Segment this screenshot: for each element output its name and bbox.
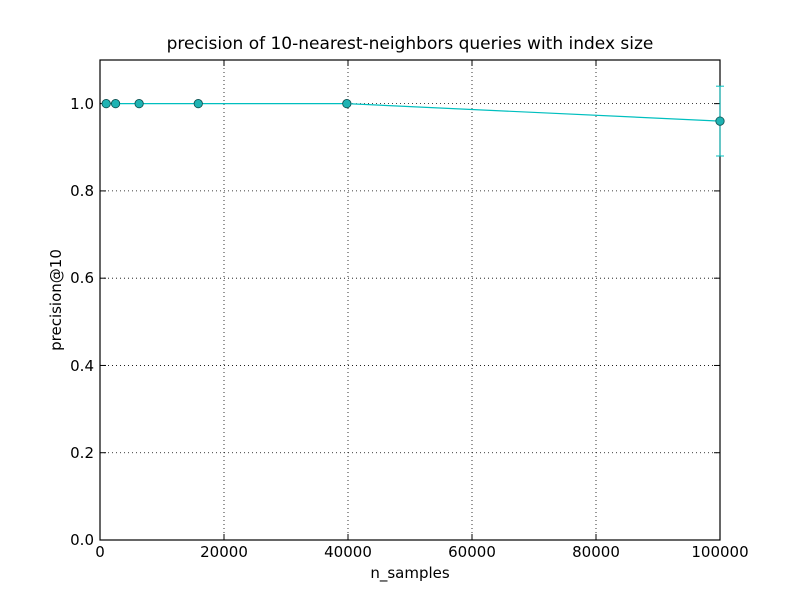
x-axis-label: n_samples — [370, 564, 450, 582]
data-point-marker — [134, 99, 144, 109]
y-tick-label: 0.4 — [70, 356, 94, 375]
data-point-marker — [193, 99, 203, 109]
y-tick-label: 0.0 — [70, 531, 94, 549]
x-tick-label: 20000 — [200, 543, 248, 561]
chart-title: precision of 10-nearest-neighbors querie… — [166, 34, 654, 54]
data-point-marker — [715, 116, 725, 126]
x-tick-label: 40000 — [324, 543, 372, 561]
y-tick-label: 0.8 — [70, 181, 94, 200]
x-tick-label: 0 — [95, 543, 105, 561]
x-tick-label: 60000 — [448, 543, 496, 561]
y-tick-label: 0.2 — [70, 443, 94, 462]
y-tick-label: 0.6 — [70, 269, 94, 288]
x-tick-label: 100000 — [691, 543, 749, 561]
y-tick-label: 1.0 — [70, 94, 94, 113]
data-point-marker — [342, 99, 352, 109]
x-tick-label: 80000 — [572, 543, 620, 561]
axes-frame — [99, 59, 721, 541]
data-point-marker — [110, 99, 121, 109]
data-point-marker — [101, 99, 111, 109]
y-axis-label: precision@10 — [47, 249, 65, 351]
